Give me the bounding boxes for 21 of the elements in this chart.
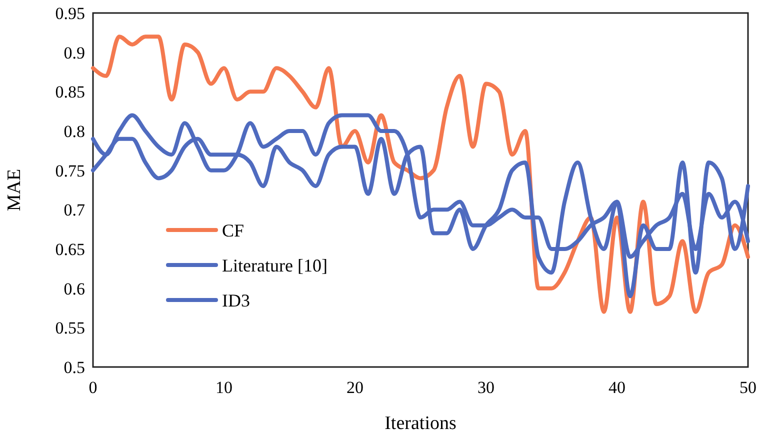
x-tick-label: 50 — [740, 378, 756, 397]
x-tick-label: 40 — [608, 378, 626, 397]
y-tick-label: 0.7 — [64, 200, 86, 220]
x-tick-label: 10 — [216, 378, 232, 397]
y-tick-label: 0.6 — [64, 279, 85, 298]
y-tick-label: 0.85 — [55, 82, 85, 102]
legend-label: CF — [222, 220, 244, 240]
y-tick-label: 0.55 — [55, 318, 85, 338]
y-tick-label: 0.95 — [55, 4, 85, 23]
x-tick-label: 30 — [478, 378, 494, 397]
legend-label: Literature [10] — [222, 255, 328, 276]
x-tick-label: 0 — [88, 378, 98, 397]
y-tick-label: 0.75 — [55, 161, 85, 180]
x-axis-title: Iterations — [384, 413, 456, 434]
y-tick-label: 0.65 — [55, 240, 85, 259]
y-tick-label: 0.8 — [64, 122, 85, 141]
y-axis-title: MAE — [4, 168, 25, 212]
y-tick-label: 0.9 — [64, 43, 85, 62]
x-tick-label: 20 — [346, 378, 364, 397]
legend-label: ID3 — [222, 290, 250, 310]
y-tick-label: 0.5 — [64, 358, 85, 377]
